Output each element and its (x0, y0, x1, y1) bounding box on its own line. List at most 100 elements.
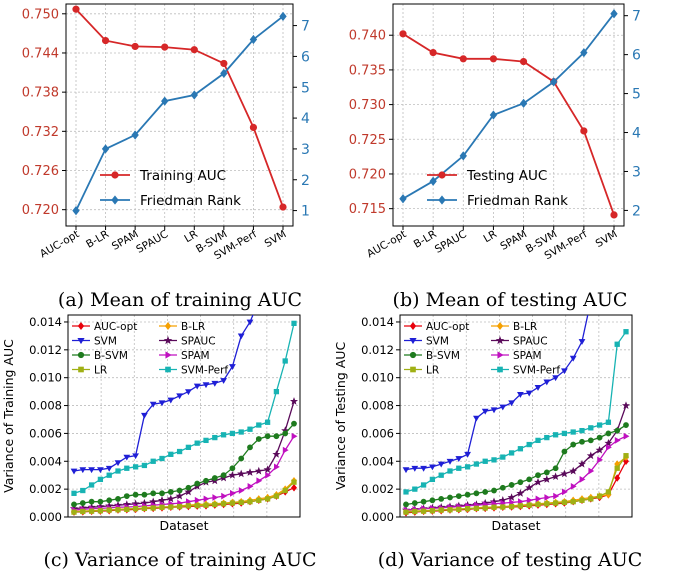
data-point (447, 468, 453, 474)
y-tick-label: 0.738 (22, 86, 59, 101)
data-point (141, 462, 148, 469)
legend-label: Friedman Rank (140, 193, 241, 209)
data-point (167, 397, 175, 404)
data-point (623, 432, 630, 440)
data-point (132, 491, 139, 498)
data-point (437, 461, 445, 468)
data-point (508, 400, 515, 407)
data-point (71, 509, 77, 515)
data-point (80, 508, 86, 515)
data-point (71, 490, 77, 496)
data-point (517, 479, 524, 486)
data-point (552, 432, 559, 438)
data-point (570, 482, 577, 490)
data-point (149, 401, 157, 408)
y2-tick-label: 4 (632, 126, 641, 142)
data-point (604, 438, 613, 447)
data-point (491, 457, 497, 463)
plot-frame (65, 3, 294, 227)
data-point (534, 385, 542, 391)
data-point (473, 490, 480, 497)
data-point (482, 458, 488, 464)
data-point (456, 465, 462, 471)
data-point (499, 404, 507, 411)
data-point (273, 388, 280, 395)
data-point (446, 458, 454, 465)
y2-tick-label: 5 (301, 80, 310, 96)
data-point (220, 59, 228, 68)
data-point (141, 505, 148, 512)
data-point (412, 508, 418, 515)
data-point (291, 479, 297, 485)
data-point (579, 438, 585, 445)
legend-marker (78, 366, 84, 373)
chart-panel-d: 0.000 0.002 0.004 0.006 0.008 0.010 0.012 0.014… (333, 314, 633, 533)
series-line-friedman-rank (402, 13, 615, 200)
data-point (535, 501, 541, 508)
data-point (473, 505, 480, 512)
data-point (606, 443, 612, 451)
y-tick-label: 0.000 (29, 510, 62, 524)
data-point (552, 465, 559, 472)
data-point (70, 468, 78, 475)
data-point (101, 144, 110, 154)
data-point (159, 490, 165, 497)
data-point (508, 503, 515, 510)
data-point (455, 493, 462, 500)
data-point (106, 507, 112, 513)
data-point (551, 472, 560, 481)
y2-tick-label: 2 (632, 203, 641, 219)
data-point (605, 489, 612, 495)
data-point (80, 487, 86, 494)
data-point (230, 489, 236, 497)
legend-label: Friedman Rank (467, 193, 568, 209)
data-point (552, 500, 559, 506)
data-point (544, 434, 550, 441)
data-point (176, 503, 183, 510)
data-point (72, 5, 80, 13)
data-point (228, 470, 237, 479)
data-point (623, 453, 629, 459)
x-tick-label: B-LR (84, 228, 111, 250)
data-point (490, 407, 498, 414)
data-point (272, 450, 281, 458)
y2-tick-label: 1 (301, 204, 310, 220)
data-point (220, 501, 227, 507)
data-point (88, 482, 95, 488)
data-point (221, 492, 228, 500)
caption-c: (c) Variance of training AUC (43, 549, 316, 571)
chart-panel-b: 0.715 0.720 0.725 0.730 0.735 0.740 2 3 4 5 6 7 AUC-… (349, 3, 641, 262)
data-point (489, 55, 498, 63)
legend-label: SPAM (181, 350, 210, 362)
data-point (560, 469, 569, 478)
y2-tick-label: 4 (301, 111, 310, 127)
data-point (577, 459, 587, 468)
data-point (115, 507, 121, 513)
data-point (274, 278, 280, 283)
data-point (482, 505, 488, 511)
data-point (161, 96, 169, 106)
data-point (101, 36, 110, 45)
data-point (291, 420, 297, 427)
series-line-friedman-rank (75, 15, 284, 211)
y2-tick-label: 7 (632, 9, 641, 25)
data-point (429, 48, 437, 57)
data-point (464, 506, 471, 512)
data-point (614, 474, 621, 482)
data-point (429, 176, 437, 186)
y-tick-label: 0.740 (349, 29, 386, 44)
data-point (580, 48, 588, 58)
y-tick-label: 0.010 (361, 371, 394, 385)
data-point (517, 392, 524, 398)
data-point (114, 460, 122, 467)
data-point (412, 486, 418, 492)
data-point (150, 458, 156, 464)
data-point (238, 429, 244, 435)
legend-marker (77, 337, 85, 345)
caption-d: (d) Variance of testing AUC (378, 549, 643, 571)
data-point (579, 476, 586, 483)
y2-tick-label: 6 (301, 49, 310, 65)
data-point (429, 464, 436, 471)
data-point (131, 130, 139, 140)
